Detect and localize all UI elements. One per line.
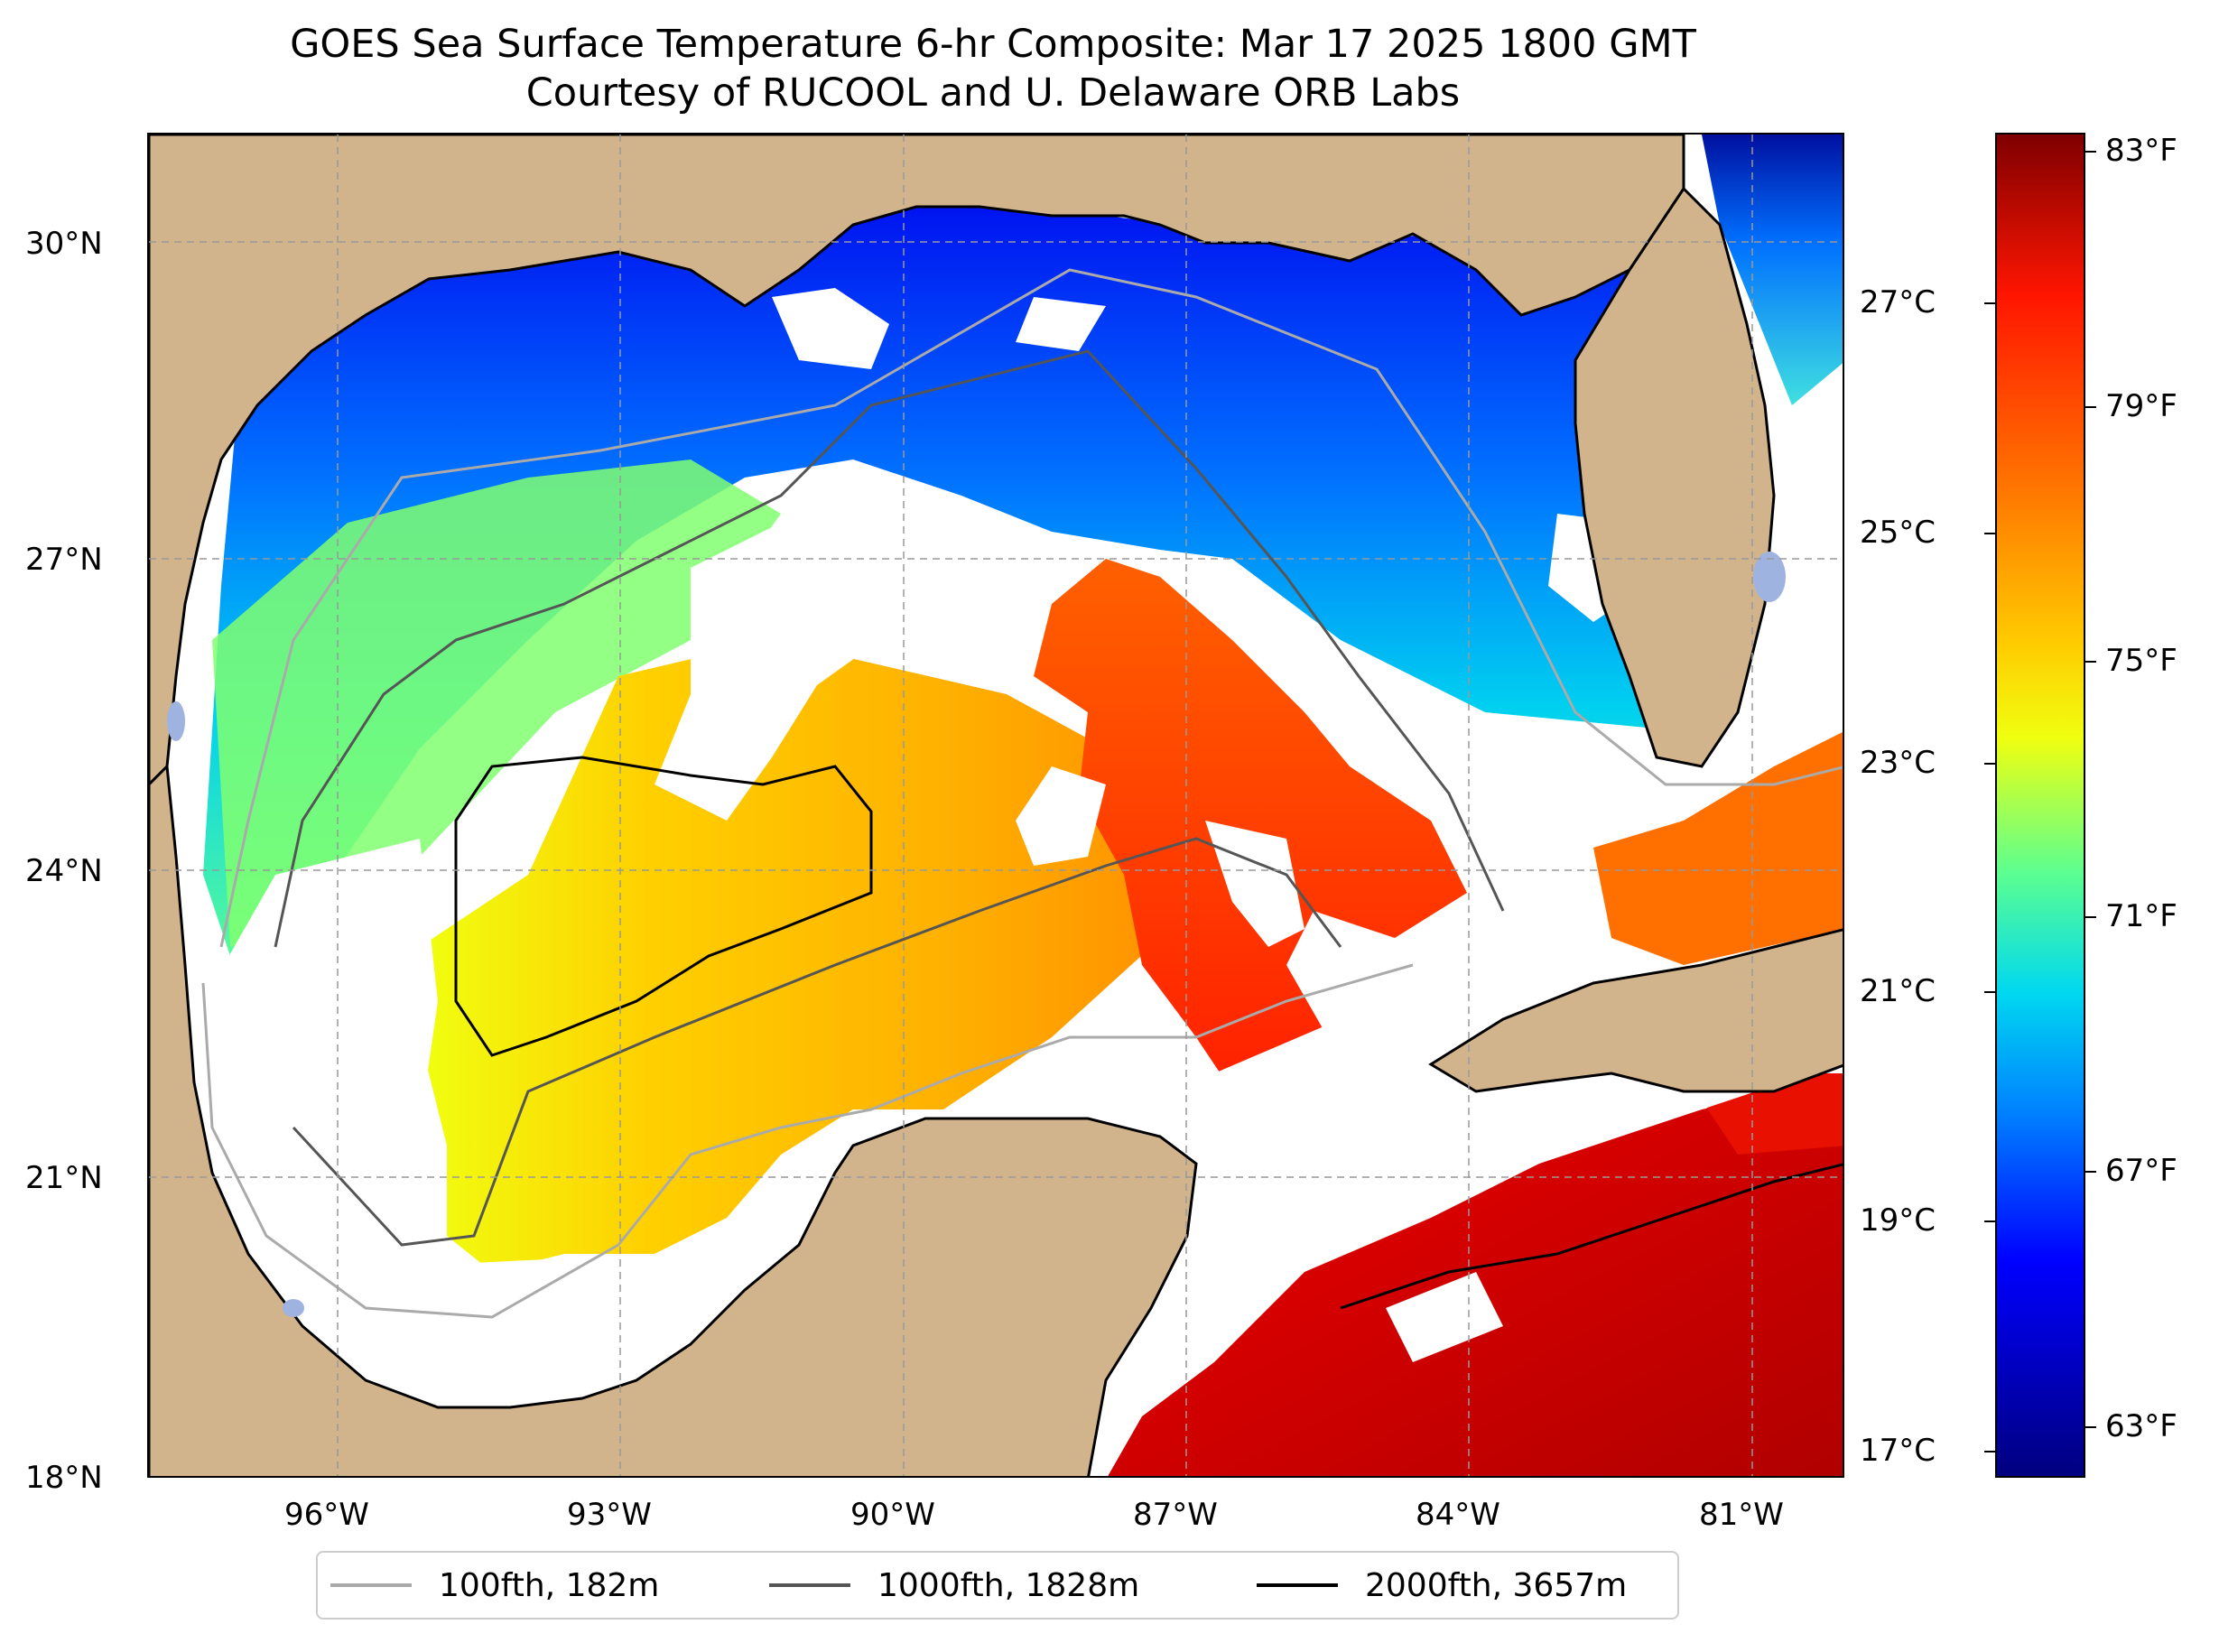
cb-tick-f bbox=[2085, 661, 2096, 663]
sst-map-canvas bbox=[149, 135, 1843, 1476]
legend-item-100fth: 100fth, 182m bbox=[330, 1553, 659, 1618]
us-gulf-coast bbox=[149, 135, 1685, 787]
florida-straits-water bbox=[1593, 732, 1843, 965]
lat-tick-24n: 24°N bbox=[25, 853, 103, 889]
cb-label-27c: 27°C bbox=[1860, 284, 1936, 320]
legend-swatch bbox=[769, 1583, 850, 1587]
land bbox=[149, 135, 1843, 1476]
lon-tick-84w: 84°W bbox=[1416, 1497, 1500, 1533]
legend-item-1000fth: 1000fth, 1828m bbox=[769, 1553, 1139, 1618]
legend-swatch bbox=[1257, 1583, 1338, 1587]
cb-label-17c: 17°C bbox=[1860, 1433, 1936, 1469]
isobath-2000fth-carib bbox=[1340, 1163, 1843, 1310]
atlantic-water bbox=[1702, 135, 1843, 405]
isobath-100fth-south bbox=[201, 963, 1414, 1319]
isobath-1000fth-south bbox=[292, 837, 1342, 1247]
loop-current bbox=[1034, 559, 1467, 1091]
lon-tick-93w: 93°W bbox=[567, 1497, 652, 1533]
gridlines bbox=[149, 135, 1843, 1476]
lon-tick-90w: 90°W bbox=[850, 1497, 935, 1533]
cb-label-19c: 19°C bbox=[1860, 1202, 1936, 1239]
transition-water bbox=[212, 459, 781, 947]
cb-tick-f bbox=[2085, 916, 2096, 918]
lat-tick-30n: 30°N bbox=[25, 226, 103, 262]
cb-tick-c bbox=[1984, 302, 1995, 304]
warm-central-water bbox=[420, 640, 1178, 1272]
lat-tick-21n: 21°N bbox=[25, 1160, 103, 1196]
cb-label-75f: 75°F bbox=[2105, 643, 2177, 679]
lon-tick-81w: 81°W bbox=[1699, 1497, 1784, 1533]
cb-label-67f: 67°F bbox=[2105, 1153, 2177, 1189]
cb-label-25c: 25°C bbox=[1860, 515, 1936, 551]
cb-label-21c: 21°C bbox=[1860, 973, 1936, 1009]
florida bbox=[1574, 186, 1776, 768]
isobath-legend: 100fth, 182m 1000fth, 1828m 2000fth, 365… bbox=[316, 1551, 1679, 1620]
isobath-100fth bbox=[219, 268, 1843, 948]
cb-label-23c: 23°C bbox=[1860, 745, 1936, 781]
cb-tick-c bbox=[1984, 1451, 1995, 1452]
lakes bbox=[167, 552, 1786, 1317]
cb-tick-f bbox=[2085, 1171, 2096, 1173]
lat-tick-18n: 18°N bbox=[25, 1460, 103, 1496]
cb-label-79f: 79°F bbox=[2105, 388, 2177, 424]
isobaths bbox=[201, 268, 1843, 1319]
cb-tick-c bbox=[1984, 1220, 1995, 1222]
cb-tick-c bbox=[1984, 991, 1995, 993]
lon-tick-87w: 87°W bbox=[1133, 1497, 1218, 1533]
cb-tick-c bbox=[1984, 533, 1995, 534]
map-subtitle: Courtesy of RUCOOL and U. Delaware ORB L… bbox=[525, 70, 1461, 116]
lon-tick-96w: 96°W bbox=[284, 1497, 369, 1533]
cb-tick-f bbox=[2085, 406, 2096, 408]
sst-field bbox=[203, 135, 1843, 1476]
map-title: GOES Sea Surface Temperature 6-hr Compos… bbox=[290, 22, 1696, 67]
cb-label-71f: 71°F bbox=[2105, 898, 2177, 934]
lat-tick-27n: 27°N bbox=[25, 542, 103, 578]
cb-tick-f bbox=[2085, 1426, 2096, 1428]
legend-item-2000fth: 2000fth, 3657m bbox=[1257, 1553, 1627, 1618]
legend-label: 2000fth, 3657m bbox=[1365, 1566, 1628, 1604]
isobath-1000fth bbox=[274, 349, 1505, 948]
cb-tick-f bbox=[2085, 151, 2096, 153]
cuba bbox=[1428, 928, 1843, 1093]
legend-label: 1000fth, 1828m bbox=[877, 1566, 1140, 1604]
cb-label-63f: 63°F bbox=[2105, 1408, 2177, 1444]
cb-label-83f: 83°F bbox=[2105, 133, 2177, 169]
legend-swatch bbox=[330, 1583, 412, 1587]
isobath-2000fth bbox=[454, 756, 873, 1057]
mexico bbox=[149, 763, 1198, 1476]
cb-tick-c bbox=[1984, 763, 1995, 765]
colorbar bbox=[1995, 133, 2085, 1478]
legend-label: 100fth, 182m bbox=[439, 1566, 660, 1604]
cool-shelf-water bbox=[203, 198, 1756, 983]
sst-map bbox=[147, 133, 1844, 1478]
